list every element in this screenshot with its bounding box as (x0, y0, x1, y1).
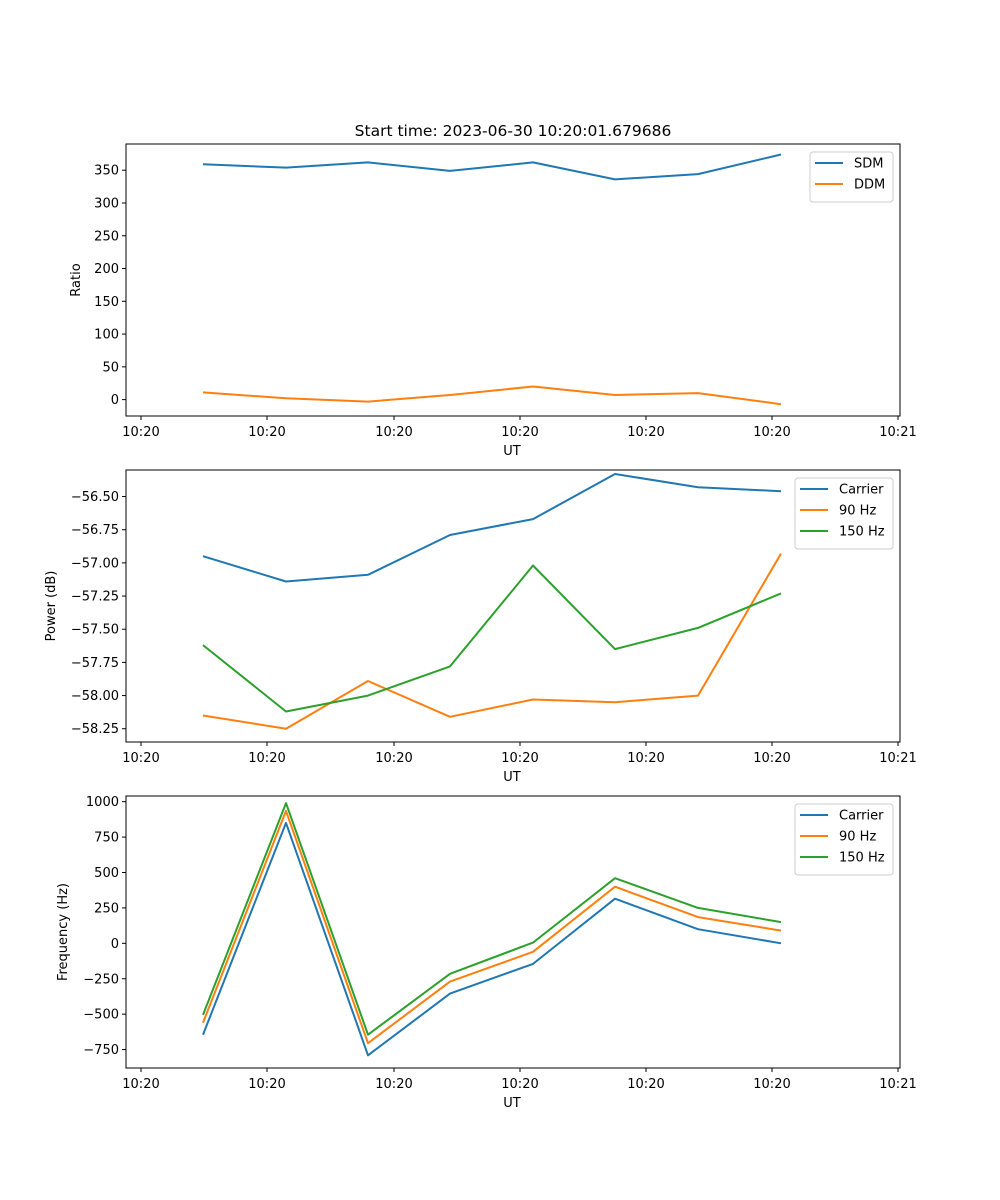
series-line-sdm (202, 153, 782, 181)
series-line-carrier (202, 473, 782, 583)
y-tick-label: −57.50 (71, 623, 119, 638)
panel-1: 0 50 100 150 200 250 300 350 10:20 10:20 10:20 10:2… (69, 143, 917, 459)
x-tick-label: 10:20 (753, 1077, 790, 1092)
x-tick-label: 10:20 (501, 425, 538, 440)
x-axis-label: UT (503, 1096, 521, 1111)
y-tick-label: −58.00 (71, 689, 119, 704)
axes-frame (125, 143, 901, 417)
axes-frame (125, 795, 901, 1069)
y-axis-label: Power (dB) (44, 571, 59, 642)
y-tick-label: 1000 (86, 795, 119, 810)
panel-2: −58.25 −58.00 −57.75 −57.50 −57.25 −57.00 −56.… (44, 469, 917, 785)
x-tick-label: 10:20 (375, 1077, 412, 1092)
series-line-150-hz (202, 564, 782, 713)
y-tick-label: 0 (111, 937, 119, 952)
series-line-ddm (202, 385, 782, 406)
x-tick-label: 10:20 (375, 751, 412, 766)
x-tick-label: 10:20 (375, 425, 412, 440)
y-tick-label: −56.50 (71, 490, 119, 505)
y-tick-label: 100 (94, 328, 119, 343)
y-tick-label: −750 (83, 1043, 119, 1058)
x-tick-label: 10:20 (627, 425, 664, 440)
y-axis-label: Ratio (69, 263, 84, 296)
y-tick-label: −56.75 (71, 523, 119, 538)
x-tick-label: 10:20 (627, 1077, 664, 1092)
x-tick-label: 10:20 (122, 751, 159, 766)
y-tick-label: 150 (94, 295, 119, 310)
y-tick-label: 750 (94, 831, 119, 846)
y-tick-label: −250 (83, 972, 119, 987)
y-tick-label: −58.25 (71, 722, 119, 737)
x-tick-label: 10:20 (248, 1077, 285, 1092)
series-line-90-hz (202, 553, 782, 730)
legend-label: 150 Hz (839, 525, 885, 540)
series-line-90-hz (202, 809, 782, 1045)
x-axis-label: UT (503, 770, 521, 785)
legend-label: 90 Hz (839, 504, 876, 519)
y-tick-label: 250 (94, 229, 119, 244)
x-tick-label: 10:20 (122, 1077, 159, 1092)
x-tick-label: 10:20 (753, 751, 790, 766)
x-tick-label: 10:21 (879, 425, 916, 440)
legend-label: SDM (854, 157, 883, 172)
legend-label: 90 Hz (839, 830, 876, 845)
y-tick-label: −500 (83, 1008, 119, 1023)
legend-label: Carrier (839, 483, 884, 498)
legend-label: DDM (854, 178, 885, 193)
x-tick-label: 10:20 (501, 1077, 538, 1092)
x-tick-label: 10:20 (501, 751, 538, 766)
series-line-carrier (202, 821, 782, 1057)
x-tick-label: 10:20 (122, 425, 159, 440)
y-tick-label: −57.25 (71, 590, 119, 605)
y-tick-label: −57.00 (71, 556, 119, 571)
panel-3: −750 −500 −250 0 250 500 750 1000 10:20 10:20 10:2… (56, 795, 917, 1111)
y-tick-label: 300 (94, 196, 119, 211)
legend-label: 150 Hz (839, 851, 885, 866)
x-tick-label: 10:20 (753, 425, 790, 440)
axes-frame (125, 469, 901, 743)
x-tick-label: 10:20 (627, 751, 664, 766)
figure-title: Start time: 2023-06-30 10:20:01.679686 (355, 122, 672, 140)
y-tick-label: 350 (94, 164, 119, 179)
x-tick-label: 10:21 (879, 751, 916, 766)
series-line-150-hz (202, 802, 782, 1036)
y-axis-label: Frequency (Hz) (56, 883, 71, 981)
x-tick-label: 10:20 (248, 425, 285, 440)
y-tick-label: 50 (102, 360, 119, 375)
y-tick-label: −57.75 (71, 656, 119, 671)
y-tick-label: 0 (111, 393, 119, 408)
x-tick-label: 10:21 (879, 1077, 916, 1092)
y-tick-label: 500 (94, 866, 119, 881)
legend-box (809, 151, 894, 203)
x-axis-label: UT (503, 444, 521, 459)
legend-label: Carrier (839, 809, 884, 824)
y-tick-label: 250 (94, 901, 119, 916)
x-tick-label: 10:20 (248, 751, 285, 766)
y-tick-label: 200 (94, 262, 119, 277)
